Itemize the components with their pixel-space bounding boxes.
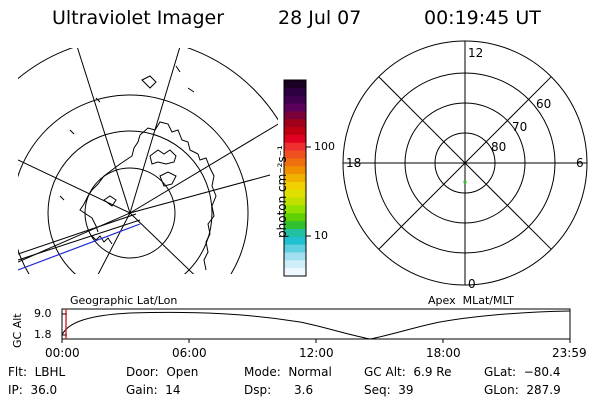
colorbar-band	[284, 87, 306, 97]
colorbar-band	[284, 244, 306, 254]
meridian-3	[18, 159, 131, 214]
apex-label: Apex MLat/MLT	[428, 294, 514, 307]
time-label: 00:19:45 UT	[424, 7, 541, 29]
mlt-label-12: 12	[468, 46, 484, 60]
mlt-label-0: 0	[468, 277, 476, 291]
colorbar-band	[284, 268, 306, 277]
info-seq: Seq: 39	[364, 383, 414, 397]
meridian-8	[129, 174, 271, 214]
info-glat: GLat: −80.4	[484, 365, 561, 379]
instrument-title: Ultraviolet Imager	[52, 7, 225, 29]
info-ip: IP: 36.0	[8, 383, 58, 397]
aurora-spot	[463, 180, 467, 184]
colorbar-band	[284, 221, 306, 230]
colorbar-band	[284, 189, 306, 199]
info-flt: Flt: LBHL	[8, 365, 66, 379]
meridian-4	[129, 123, 278, 214]
colorbar-band	[284, 252, 306, 261]
gc-alt-ylabel: GC Alt	[11, 313, 24, 348]
gc-alt-plot-frame	[61, 308, 571, 340]
mlt-diag-2	[378, 76, 552, 250]
coastline	[79, 121, 217, 271]
orbit-line-black	[18, 219, 141, 261]
gc-xtick-label-24: 23:59	[552, 346, 587, 360]
mlt-label-6: 6	[576, 156, 584, 170]
colorbar-band	[284, 174, 306, 183]
info-door: Door: Open	[126, 365, 199, 379]
info-gain: Gain: 14	[126, 383, 181, 397]
gc-xtick-label-12: 12:00	[299, 346, 334, 360]
coastline-islands	[59, 65, 195, 201]
orbit-line-blue	[18, 223, 141, 271]
gc-alt-curve	[61, 310, 571, 340]
gc-xtick-label-6: 06:00	[172, 346, 207, 360]
mlt-label-18: 18	[346, 156, 362, 170]
mlat-mlt-grid	[342, 40, 588, 286]
colorbar-frame	[283, 79, 307, 277]
meridian-2	[77, 48, 131, 214]
colorbar	[284, 80, 306, 277]
orbit-line-black-2	[18, 213, 137, 255]
colorbar-band	[284, 181, 306, 191]
colorbar-band	[284, 95, 306, 105]
colorbar-band	[284, 205, 306, 214]
meridian-7	[97, 212, 131, 274]
geographic-label: Geographic Lat/Lon	[70, 294, 178, 307]
colorbar-band	[284, 134, 306, 144]
colorbar-unit-label: photon cm⁻²s⁻¹	[275, 145, 289, 238]
mlat-label-80: 80	[491, 140, 507, 154]
colorbar-band	[284, 127, 306, 136]
colorbar-band	[284, 166, 306, 175]
mlat-label-70: 70	[512, 120, 528, 134]
info-gcalt: GC Alt: 6.9 Re	[364, 365, 452, 379]
colorbar-band	[284, 197, 306, 207]
colorbar-band	[284, 228, 306, 238]
meridian-1	[129, 48, 181, 214]
colorbar-band	[284, 236, 306, 246]
lat-circle-2	[18, 94, 249, 274]
meridian-5	[129, 212, 195, 274]
colorbar-band	[284, 150, 306, 159]
info-glon: GLon: 287.9	[484, 383, 561, 397]
info-mode: Mode: Normal	[244, 365, 332, 379]
colorbar-label-100: 100	[314, 140, 335, 153]
colorbar-band	[284, 213, 306, 222]
colorbar-band	[284, 142, 306, 152]
colorbar-label-10: 10	[314, 229, 328, 242]
colorbar-band	[284, 80, 306, 89]
colorbar-band	[284, 260, 306, 269]
date-label: 28 Jul 07	[278, 7, 362, 29]
geographic-map	[18, 48, 278, 274]
lat-circle-3	[47, 130, 213, 274]
colorbar-band	[284, 158, 306, 167]
info-dsp: Dsp: 3.6	[244, 383, 314, 397]
gc-xtick-label-0: 00:00	[45, 346, 80, 360]
colorbar-band	[284, 103, 306, 112]
mlat-label-60: 60	[536, 97, 552, 111]
gc-xtick-label-18: 18:00	[426, 346, 461, 360]
colorbar-band	[284, 119, 306, 128]
colorbar-band	[284, 111, 306, 120]
gc-ytick-label-9: 9.0	[34, 307, 52, 320]
gc-ytick-label-1.8: 1.8	[34, 328, 52, 341]
